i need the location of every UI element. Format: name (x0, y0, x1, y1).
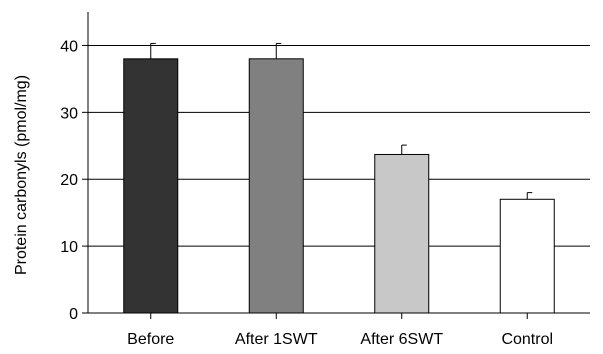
y-tick-label-4: 40 (60, 38, 78, 55)
x-category-labels: Before After 1SWT After 6SWT Control (127, 331, 553, 348)
axes (82, 12, 590, 319)
x-category-label-2: After 6SWT (360, 331, 443, 348)
y-tick-label-1: 10 (60, 239, 78, 256)
x-category-label-3: Control (501, 331, 553, 348)
bars (123, 58, 555, 314)
bar-0 (123, 58, 179, 314)
x-category-label-1: After 1SWT (235, 331, 318, 348)
x-category-label-0: Before (127, 331, 174, 348)
y-tick-label-2: 20 (60, 172, 78, 189)
y-tick-labels: 0 10 20 30 40 (60, 38, 78, 323)
y-tick-label-0: 0 (69, 306, 78, 323)
error-bars (150, 42, 533, 200)
bar-2 (374, 153, 430, 314)
bar-3 (499, 198, 555, 314)
y-tick-label-3: 30 (60, 105, 78, 122)
y-axis-label: Protein carbonyls (pmol/mg) (13, 75, 30, 275)
bar-1 (248, 58, 304, 314)
